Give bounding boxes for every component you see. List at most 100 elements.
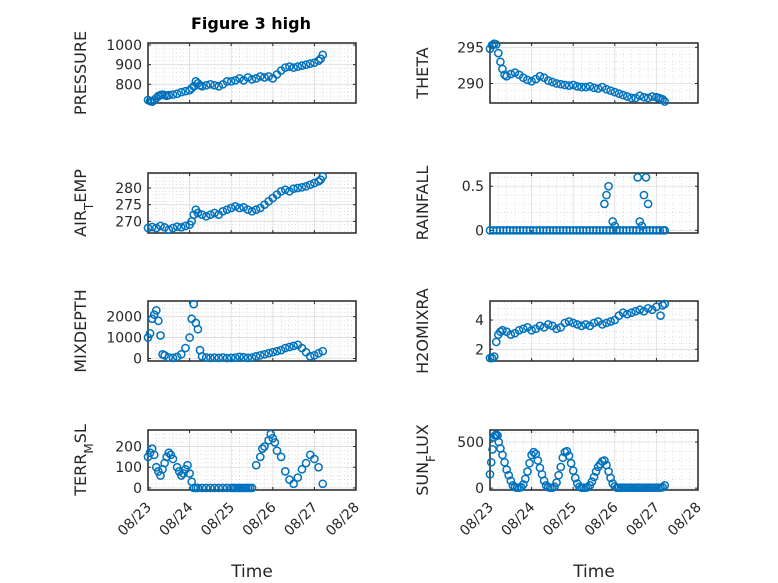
data-point — [655, 226, 665, 235]
data-point — [600, 456, 609, 465]
subplot-1: 800 900 1000 PRESSURE — [71, 31, 357, 115]
data-point — [548, 77, 557, 87]
data-point — [280, 185, 290, 195]
data-point — [226, 353, 236, 363]
data-point — [189, 210, 199, 220]
data-point — [258, 444, 267, 453]
y-tick-label: 0 — [133, 351, 142, 367]
data-point — [276, 186, 286, 196]
data-point — [581, 82, 591, 92]
data-point — [272, 346, 282, 356]
data-point — [235, 352, 244, 362]
y-tick-label: 1000 — [106, 38, 142, 54]
data-point — [518, 480, 528, 489]
axes-border — [489, 42, 699, 104]
data-point — [606, 86, 615, 96]
data-point — [239, 352, 249, 362]
subplot-2: 290 295 THETA — [413, 39, 699, 106]
data-point — [610, 87, 620, 97]
data-point — [581, 320, 591, 329]
data-point — [185, 469, 194, 478]
data-point — [210, 80, 219, 90]
data-point — [573, 320, 582, 329]
data-point — [562, 446, 572, 456]
axes-border — [147, 172, 357, 234]
data-point — [243, 205, 253, 215]
data-point — [660, 299, 670, 309]
data-point — [289, 479, 298, 489]
data-point — [523, 467, 532, 476]
data-point — [297, 61, 307, 70]
data-point — [218, 206, 228, 216]
x-tick-label: 08/25 — [540, 500, 580, 540]
data-point — [206, 210, 215, 220]
data-point — [206, 483, 215, 493]
data-point — [168, 353, 178, 363]
data-point — [487, 353, 497, 363]
data-point — [201, 483, 211, 493]
data-point — [251, 74, 261, 83]
data-point — [660, 481, 670, 490]
data-point — [222, 353, 232, 363]
y-tick-label: 275 — [115, 198, 142, 214]
data-point — [172, 89, 182, 99]
data-point — [164, 448, 174, 458]
data-point — [577, 82, 586, 92]
data-point — [214, 353, 224, 363]
y-tick-label: 0 — [133, 481, 142, 497]
data-point — [143, 333, 153, 342]
data-point — [172, 462, 182, 472]
data-point — [618, 308, 628, 318]
data-point — [318, 171, 328, 181]
subplot-6: 2 4 H2OMIXRA — [413, 288, 699, 374]
data-point — [145, 329, 155, 338]
data-point — [635, 217, 645, 226]
data-point — [622, 309, 632, 319]
data-point — [301, 60, 311, 69]
y-axis-label: RAINFALL — [413, 166, 432, 241]
data-point — [264, 348, 273, 358]
data-point — [231, 201, 240, 211]
data-point — [164, 90, 174, 100]
data-point — [639, 190, 649, 200]
data-point — [658, 301, 667, 310]
data-series — [143, 429, 328, 493]
data-point — [268, 433, 278, 443]
data-point — [593, 84, 603, 93]
data-point — [660, 226, 670, 235]
data-point — [285, 62, 294, 71]
data-point — [222, 205, 232, 215]
data-point — [577, 321, 586, 331]
data-point — [218, 483, 228, 493]
data-point — [622, 92, 632, 101]
subplot-8: 0 500 08/23 08/24 08/25 08/26 08/27 08/28 SUNFLU… — [413, 424, 705, 582]
data-series — [143, 299, 328, 363]
data-point — [226, 77, 236, 86]
y-tick-label: 4 — [475, 313, 484, 329]
data-point — [251, 460, 261, 470]
data-point — [585, 82, 595, 91]
data-series — [143, 50, 328, 106]
x-tick-label: 08/27 — [281, 500, 321, 540]
data-point — [247, 353, 257, 363]
data-point — [201, 211, 211, 221]
data-point — [214, 483, 224, 493]
data-point — [568, 80, 578, 90]
data-point — [305, 352, 315, 361]
data-point — [635, 91, 645, 101]
y-tick-label: 295 — [457, 40, 484, 56]
data-point — [293, 62, 303, 71]
data-point — [260, 442, 269, 451]
y-tick-label: 200 — [115, 440, 142, 456]
data-point — [197, 210, 207, 220]
y-tick-label: 0 — [475, 481, 484, 497]
data-point — [154, 467, 163, 476]
data-point — [610, 221, 620, 231]
data-point — [506, 476, 516, 486]
data-point — [587, 477, 597, 487]
x-tick-label: 08/25 — [198, 500, 238, 540]
data-point — [270, 438, 280, 447]
data-point — [570, 473, 580, 483]
